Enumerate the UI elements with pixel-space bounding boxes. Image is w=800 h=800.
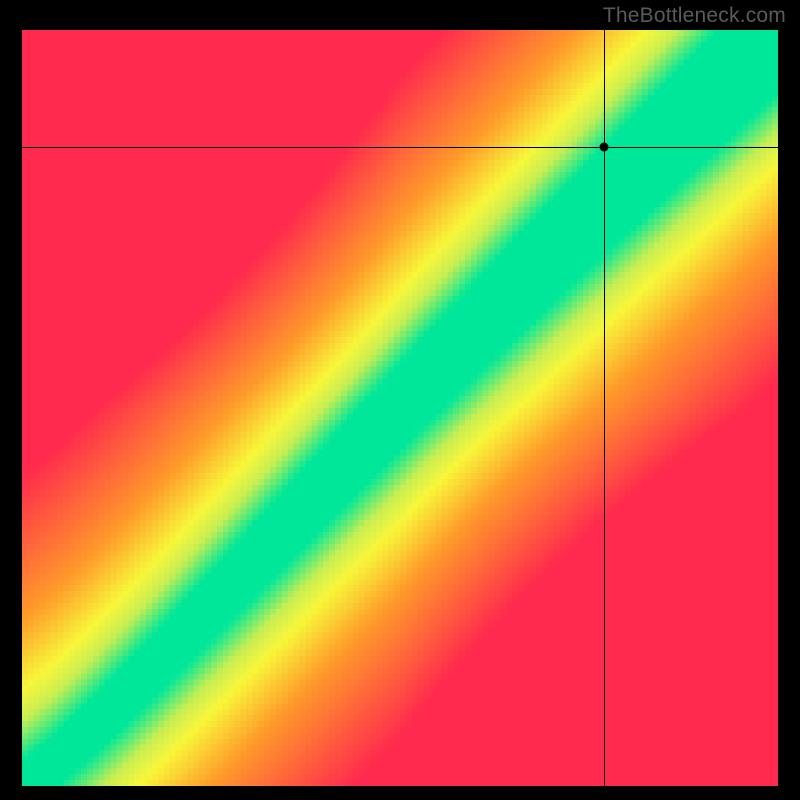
crosshair-horizontal [22,147,778,148]
crosshair-marker[interactable] [600,143,609,152]
heatmap-canvas [22,30,778,786]
plot-area [22,30,778,786]
chart-container: TheBottleneck.com [0,0,800,800]
watermark-text: TheBottleneck.com [603,4,786,28]
